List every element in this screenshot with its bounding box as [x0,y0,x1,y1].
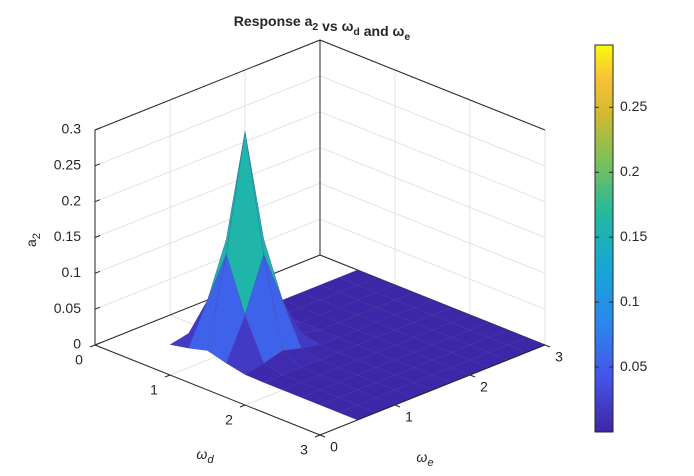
y-axis-label: ωe [416,449,433,469]
y-tick-label: 0 [330,439,338,455]
chart-title-text: and ω [360,23,405,39]
chart-title-text: vs ω [318,18,353,34]
y-axis-label-sub: e [427,457,433,469]
chart-title: Response a2 vs ωd and ωe [234,13,411,43]
chart-title-sub: d [353,26,359,38]
y-tick [394,404,401,408]
z-tick [94,306,101,310]
x-tick-label: 0 [75,352,83,368]
z-tick-label: 0.1 [62,264,82,280]
z-tick-label: 0.05 [54,300,81,316]
z-tick-label: 0.15 [54,228,81,244]
z-tick [94,342,101,346]
z-tick-label: 0 [73,336,81,352]
x-tick [89,344,96,348]
colorbar-tick-label: 0.05 [620,358,647,374]
axis-line [94,344,321,436]
z-tick [94,199,101,203]
y-tick [319,434,326,438]
x-tick-label: 2 [225,412,233,428]
axis-line [319,344,546,436]
chart-title-sub: 2 [312,21,318,33]
box-edge [94,39,321,131]
box-edge [319,39,546,131]
z-axis-label-text: a [23,239,39,247]
z-tick-label: 0.25 [54,157,81,173]
axes-foreground: 0 1 2 3 0 1 2 3 0 0.05 0.1 0.15 0.2 0.25 0.3 Response a… [23,13,648,469]
z-axis-label: a2 [23,233,43,247]
x-axis-label-sub: d [207,454,214,466]
z-tick [94,163,101,167]
z-axis-label-sub: 2 [31,233,43,239]
x-tick-label: 1 [150,382,158,398]
x-tick [314,434,321,438]
y-tick [469,374,476,378]
colorbar [594,44,614,433]
z-tick-label: 0.3 [62,121,82,137]
colorbar-tick-label: 0.1 [620,293,640,309]
colorbar-tick-label: 0.2 [620,163,640,179]
y-axis-label-text: ω [416,449,427,465]
y-tick-label: 1 [405,409,413,425]
x-tick-label: 3 [300,442,308,458]
x-axis-label-text: ω [196,446,207,462]
x-tick [164,374,171,378]
colorbar-tick-label: 0.15 [620,228,647,244]
chart-title-text: Response a [234,13,313,29]
z-tick [94,127,101,131]
y-tick [544,344,551,348]
colorbar-tick-label: 0.25 [620,98,647,114]
y-tick-label: 2 [480,379,488,395]
x-axis-label: ωd [196,446,214,466]
z-tick [94,235,101,238]
z-tick [94,270,101,274]
surface [169,131,546,421]
y-tick-label: 3 [555,349,563,365]
x-tick [239,404,246,408]
z-tick-label: 0.2 [62,192,82,208]
chart-title-sub: e [404,31,410,43]
